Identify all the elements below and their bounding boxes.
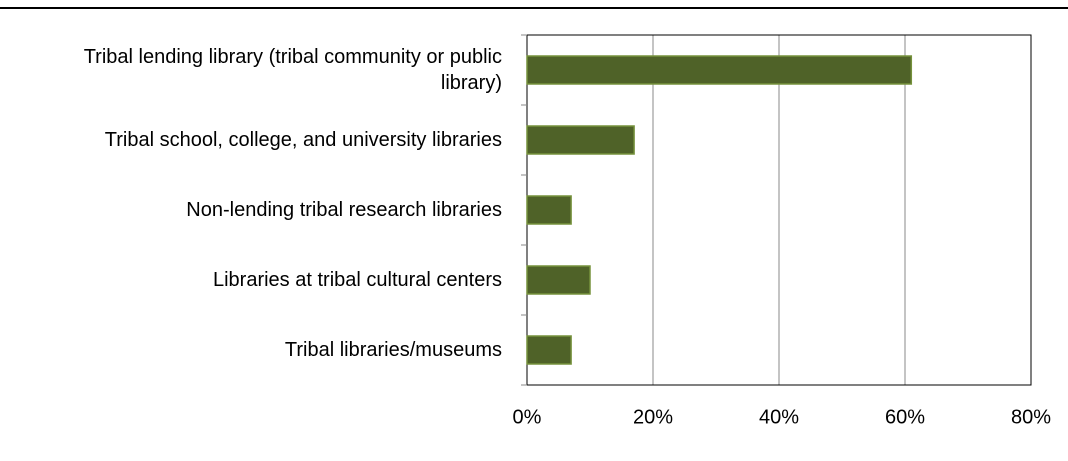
bar	[526, 55, 913, 85]
bar	[526, 265, 591, 295]
bar	[526, 125, 635, 155]
y-tick-label: Tribal lending library (tribal community…	[83, 46, 502, 94]
x-tick-label: 0%	[513, 406, 542, 428]
x-tick-label: 40%	[759, 406, 799, 428]
bar	[526, 335, 572, 365]
x-tick-label: 20%	[633, 406, 673, 428]
bar	[526, 195, 572, 225]
y-tick-label: Tribal libraries/museums	[284, 339, 502, 361]
x-tick-label: 60%	[885, 406, 925, 428]
y-tick-label: Non-lending tribal research libraries	[186, 199, 502, 221]
y-tick-label: Libraries at tribal cultural centers	[212, 269, 502, 291]
y-tick-label: Tribal school, college, and university l…	[104, 129, 502, 151]
x-tick-label: 80%	[1011, 406, 1051, 428]
